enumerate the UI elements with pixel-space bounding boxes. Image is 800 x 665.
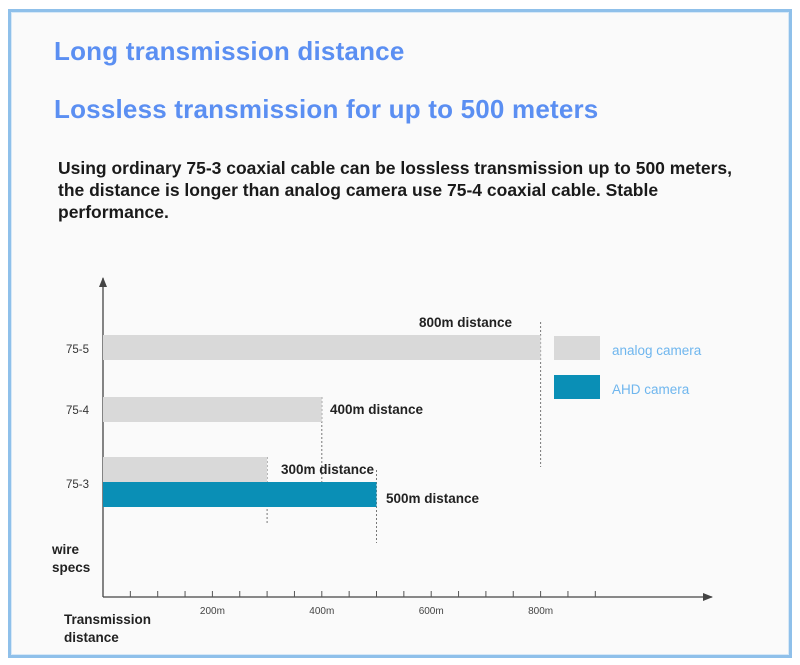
y-axis-label-line1: wire [51,542,80,557]
x-axis-label-line2: distance [64,630,119,645]
minor-ticks [129,591,596,597]
bar-analog-75-5 [103,335,541,360]
category-label-75-3: 75-3 [66,479,89,491]
legend-label-ahd: AHD camera [612,382,690,397]
legend-swatch-analog [554,336,600,360]
page-subtitle: Lossless transmission for up to 500 mete… [54,94,599,124]
x-axis-label-line1: Transmission [64,612,151,627]
image-frame [8,9,792,658]
x-tick-label-800m: 800m [528,606,553,617]
bar-label-2: 300m distance [281,462,375,477]
bar-label-3: 500m distance [386,491,480,506]
bar-label-0: 800m distance [419,315,513,330]
legend: analog camera AHD camera [554,336,702,399]
legend-label-analog: analog camera [612,343,702,358]
bar-labels-group: 800m distance 400m distance 300m distance 5… [281,315,513,506]
y-axis-label-line2: specs [52,560,90,575]
page-title: Long transmission distance [54,36,405,66]
x-tick-labels: 200m 400m 600m 800m [200,606,553,617]
category-label-75-4: 75-4 [66,405,90,417]
legend-swatch-ahd [554,375,600,399]
bar-ahd-75-3 [103,482,377,507]
bar-label-1: 400m distance [330,402,424,417]
bars-group [103,335,541,507]
category-label-75-5: 75-5 [66,344,89,356]
bar-analog-75-3 [103,457,268,482]
x-tick-label-400m: 400m [309,606,334,617]
bar-analog-75-4 [103,397,322,422]
category-labels: 75-5 75-4 75-3 [66,344,90,491]
x-tick-label-600m: 600m [419,606,444,617]
x-tick-label-200m: 200m [200,606,225,617]
description-text: Using ordinary 75-3 coaxial cable can be… [58,158,733,222]
